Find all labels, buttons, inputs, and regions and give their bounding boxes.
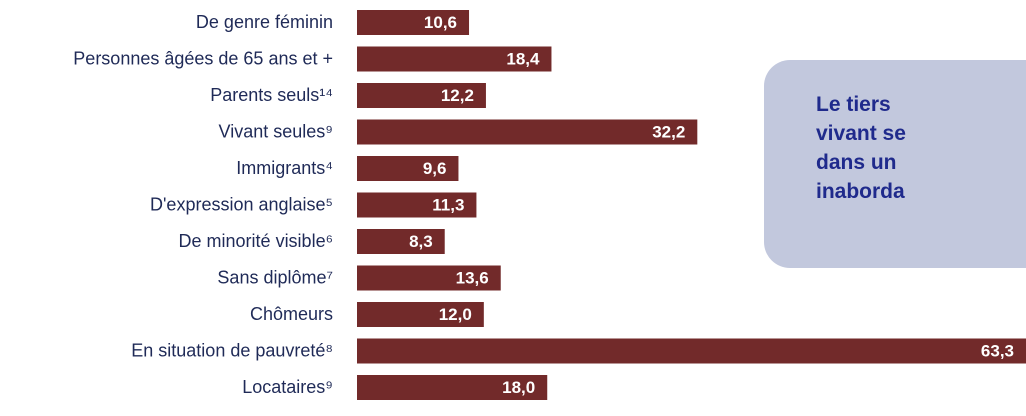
callout-line: inaborda <box>816 180 905 203</box>
bar <box>357 265 501 291</box>
value-label: 9,6 <box>423 159 447 178</box>
value-label: 18,0 <box>502 378 535 397</box>
value-label: 11,3 <box>432 196 464 215</box>
bar <box>357 229 445 254</box>
callout-line: Le tiers <box>816 93 891 116</box>
value-label: 63,3 <box>981 342 1014 361</box>
category-label: Locataires⁹ <box>242 377 333 397</box>
bar <box>357 338 1026 364</box>
category-label: Immigrants⁴ <box>236 158 333 178</box>
category-label: Chômeurs <box>250 304 333 324</box>
bar <box>357 192 477 218</box>
bar <box>357 375 548 400</box>
value-label: 12,2 <box>441 86 474 105</box>
category-label: Vivant seules⁹ <box>219 122 333 142</box>
callout-line: dans un <box>816 151 897 174</box>
value-label: 10,6 <box>424 13 457 32</box>
value-label: 32,2 <box>652 123 685 142</box>
category-label: En situation de pauvreté⁸ <box>131 341 333 361</box>
bar <box>357 46 552 72</box>
category-label: De minorité visible⁶ <box>179 231 333 251</box>
value-label: 13,6 <box>456 269 489 288</box>
value-label: 18,4 <box>506 50 540 69</box>
bar <box>357 10 470 35</box>
callout-box: Le tiers vivant se dans un inaborda <box>764 60 1026 268</box>
value-label: 12,0 <box>439 305 472 324</box>
bar <box>357 302 484 327</box>
bar <box>357 119 698 145</box>
callout-line: vivant se <box>816 122 906 145</box>
category-label: Personnes âgées de 65 ans et + <box>73 49 333 69</box>
bar <box>357 156 459 181</box>
category-label: Parents seuls¹⁴ <box>210 85 333 105</box>
category-label: De genre féminin <box>196 12 333 32</box>
category-label: D'expression anglaise⁵ <box>150 195 333 215</box>
bar <box>357 83 486 108</box>
category-label: Sans diplôme⁷ <box>217 268 333 288</box>
value-label: 8,3 <box>409 232 433 251</box>
